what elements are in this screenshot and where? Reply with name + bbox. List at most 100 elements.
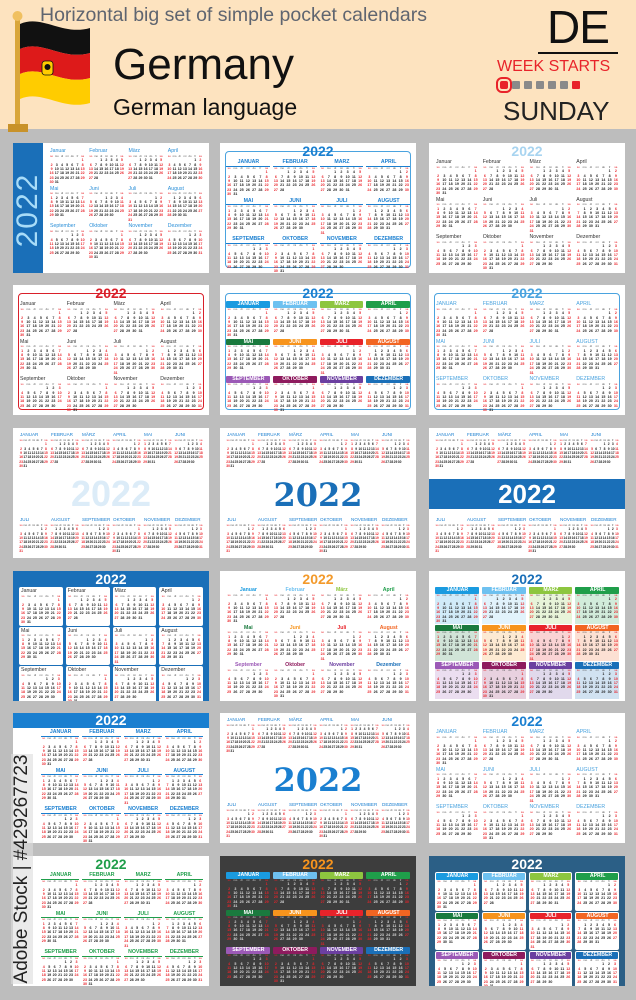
day-number: 3 bbox=[27, 315, 30, 320]
day-number: 5 bbox=[293, 531, 296, 536]
day-number: 26 bbox=[65, 175, 70, 180]
day-number: 27 bbox=[379, 403, 384, 408]
day-number: 11 bbox=[381, 535, 385, 540]
day-number: 20 bbox=[529, 257, 534, 262]
day-number: 21 bbox=[576, 361, 581, 366]
day-number: 10 bbox=[528, 450, 532, 455]
day-number: 3 bbox=[514, 442, 517, 447]
weekday-header: so mo di mi do fr sa bbox=[67, 594, 109, 599]
day-number: 1 bbox=[137, 527, 140, 532]
day-number: 5 bbox=[568, 386, 571, 391]
day-number: 16 bbox=[292, 319, 297, 324]
day-number: 1 bbox=[506, 442, 509, 447]
day-number: 9 bbox=[309, 531, 312, 536]
weekday-label: fr bbox=[399, 204, 402, 209]
day-number: 19 bbox=[138, 208, 143, 213]
day-number: 31 bbox=[595, 366, 600, 371]
weekday-label: di bbox=[380, 381, 383, 386]
weekday-label: sa bbox=[198, 381, 202, 386]
day-number: 29 bbox=[392, 264, 397, 269]
month-name: Juli bbox=[128, 185, 137, 192]
day-number: 2 bbox=[614, 311, 617, 316]
day-number: 30 bbox=[482, 408, 487, 413]
day-number: 9 bbox=[320, 535, 322, 540]
day-number: 2 bbox=[266, 527, 269, 532]
weekday-label: sa bbox=[198, 228, 202, 233]
day-number: 29 bbox=[606, 544, 611, 549]
day-number: 4 bbox=[591, 531, 593, 536]
day-number: 12 bbox=[45, 353, 50, 358]
day-number: 18 bbox=[163, 535, 168, 540]
weekday-label: sa bbox=[406, 522, 410, 527]
day-number: 20 bbox=[198, 204, 203, 209]
day-number: 5 bbox=[235, 531, 238, 536]
day-number: 25 bbox=[245, 221, 250, 226]
day-number: 25 bbox=[601, 361, 606, 366]
weekday-label: mi bbox=[548, 381, 552, 386]
day-number: 17 bbox=[113, 361, 118, 366]
weekday-label: sa bbox=[491, 437, 495, 442]
day-number: 7 bbox=[327, 174, 330, 179]
day-number: 20 bbox=[67, 611, 72, 616]
weekday-label: fr bbox=[562, 344, 564, 349]
day-number: 8 bbox=[194, 162, 197, 167]
day-number: 4 bbox=[168, 237, 171, 242]
day-number: 17 bbox=[19, 540, 23, 545]
day-number: 19 bbox=[252, 217, 257, 222]
weekday-label: fr bbox=[309, 437, 312, 442]
day-number: 24 bbox=[529, 224, 534, 229]
month-block: April so mo di mi do fr sa 1 2 3 4 5 6 7 8 9 10 11 12 13 14 15… bbox=[528, 432, 557, 469]
day-number: 25 bbox=[486, 455, 491, 460]
day-number: 15 bbox=[333, 319, 338, 324]
day-number: 28 bbox=[186, 544, 191, 549]
day-number: 14 bbox=[354, 535, 359, 540]
day-number: 4 bbox=[572, 442, 575, 447]
day-grid: 1 2 3 4 5 6 7 8 9 10 11 12 13 14 15 16 17 18 19 20 21 22 23 24 2… bbox=[482, 349, 526, 371]
day-number: 12 bbox=[233, 394, 238, 399]
day-number: 16 bbox=[308, 535, 313, 540]
day-number: 5 bbox=[86, 390, 89, 395]
day-number: 2 bbox=[94, 442, 97, 447]
day-number: 26 bbox=[70, 540, 75, 545]
day-number: 29 bbox=[567, 544, 572, 549]
weekday-label: sa bbox=[567, 164, 571, 169]
month-block: Februar so mo di mi do fr sa 1 2 3 4 5 6 7 8 9 10 11 12 13 14… bbox=[272, 159, 317, 197]
day-number: 24 bbox=[62, 540, 67, 545]
day-number: 19 bbox=[588, 324, 593, 329]
day-number: 7 bbox=[129, 446, 132, 451]
day-number: 28 bbox=[470, 459, 475, 464]
day-number: 22 bbox=[132, 455, 137, 460]
day-number: 19 bbox=[442, 399, 447, 404]
weekday-label: mo bbox=[85, 522, 90, 527]
day-number: 18 bbox=[49, 246, 54, 251]
day-number: 21 bbox=[466, 540, 470, 545]
day-number: 15 bbox=[392, 255, 397, 260]
day-number: 26 bbox=[398, 361, 403, 366]
month-block: März so mo di mi do fr sa 1 2 3 4 5 6 7 8 9 10 11 12 13 14 15 1… bbox=[112, 587, 157, 626]
day-number: 12 bbox=[177, 166, 182, 171]
month-block: März so mo di mi do fr sa 1 2 3 4 5 6 7 8 9 10 11 12 13 14 15 1… bbox=[497, 432, 526, 469]
day-number: 1 bbox=[496, 311, 499, 316]
weekday-label: mi bbox=[246, 204, 250, 209]
month-name: August bbox=[160, 338, 177, 345]
weekday-label: mi bbox=[510, 437, 513, 442]
day-number: 25 bbox=[576, 261, 581, 266]
month-name: Mai bbox=[436, 338, 446, 345]
day-number: 9 bbox=[274, 394, 277, 399]
day-number: 26 bbox=[85, 403, 90, 408]
day-number: 11 bbox=[81, 535, 85, 540]
weekday-label: fr bbox=[115, 191, 118, 196]
day-number: 17 bbox=[448, 357, 453, 362]
day-number: 4 bbox=[561, 311, 564, 316]
day-number: 27 bbox=[67, 615, 72, 620]
day-number: 14 bbox=[133, 166, 138, 171]
day-number: 15 bbox=[607, 319, 612, 324]
day-number: 14 bbox=[495, 357, 500, 362]
day-number: 11 bbox=[199, 446, 203, 451]
weekday-label: mi bbox=[595, 164, 599, 169]
day-number: 24 bbox=[554, 182, 559, 187]
day-number: 3 bbox=[614, 386, 617, 391]
month-name: März bbox=[82, 432, 96, 437]
day-number: 17 bbox=[280, 399, 285, 404]
day-number: 2 bbox=[133, 598, 136, 603]
